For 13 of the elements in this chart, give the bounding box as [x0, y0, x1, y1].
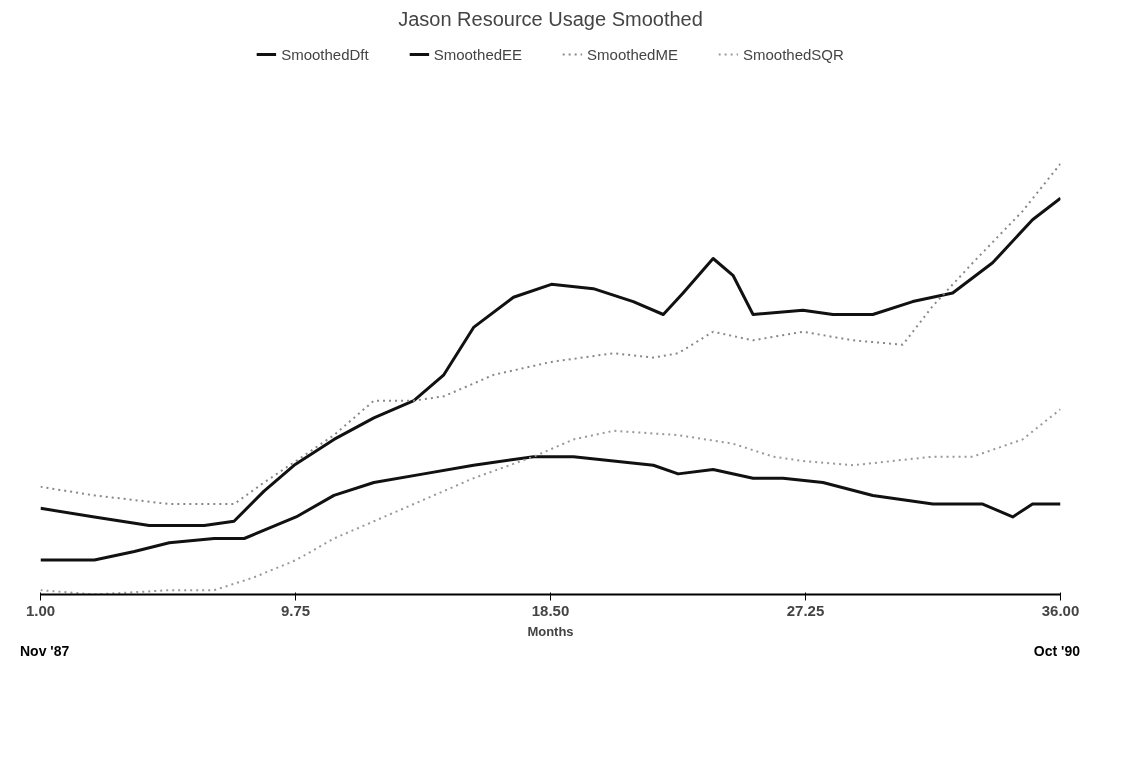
x-tick-label: 9.75 — [280, 601, 311, 619]
legend-label: SmoothedEE — [433, 45, 523, 63]
text: Oct '90 — [1033, 642, 1080, 661]
chart-title: Jason Resource Usage Smoothed — [398, 7, 703, 30]
legend-label: SmoothedME — [587, 45, 678, 63]
text: Nov '87 — [20, 642, 70, 661]
x-axis-title: Months — [527, 623, 574, 639]
x-tick-label: 27.25 — [786, 601, 825, 619]
x-tick-label: 18.50 — [531, 601, 570, 619]
x-tick-label: 1.00 — [25, 601, 56, 619]
legend-label: SmoothedDft — [281, 45, 369, 63]
x-tick-label: 36.00 — [1041, 601, 1080, 619]
legend-label: SmoothedSQR — [742, 45, 844, 63]
